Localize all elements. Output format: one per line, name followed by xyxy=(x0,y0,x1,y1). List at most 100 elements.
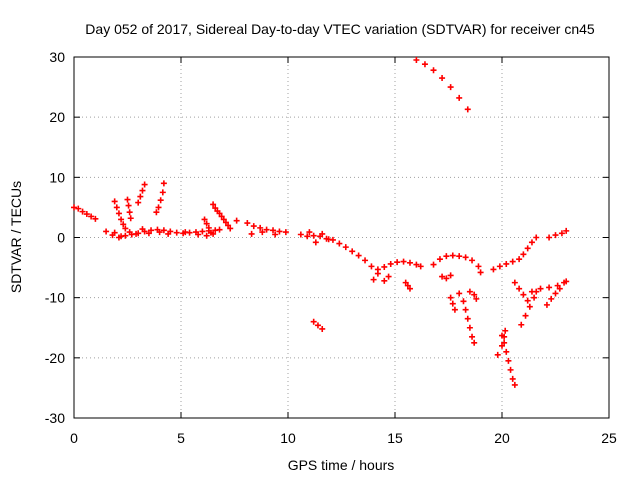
data-point xyxy=(139,187,146,194)
data-point xyxy=(394,259,401,266)
data-point xyxy=(447,84,454,91)
data-point xyxy=(83,211,90,218)
data-point xyxy=(451,306,458,313)
data-point xyxy=(362,257,369,264)
data-point xyxy=(225,222,232,229)
data-point xyxy=(159,189,166,196)
series-arc-19 xyxy=(413,57,471,113)
series-arc-14 xyxy=(306,229,332,246)
data-point xyxy=(222,219,229,226)
data-point xyxy=(430,261,437,268)
data-point xyxy=(554,282,561,289)
data-point xyxy=(503,348,510,355)
x-tick-labels: 0 5 10 15 20 25 xyxy=(70,430,617,446)
data-point xyxy=(205,224,212,231)
data-point xyxy=(125,202,132,209)
data-point xyxy=(509,375,516,382)
data-point xyxy=(325,236,332,243)
data-point xyxy=(304,233,311,240)
data-point xyxy=(368,263,375,270)
data-point xyxy=(496,263,503,270)
data-point xyxy=(413,57,420,64)
x-tick-label: 25 xyxy=(601,430,617,446)
data-point xyxy=(133,230,140,237)
data-point xyxy=(165,230,172,237)
data-point xyxy=(381,263,388,270)
data-point xyxy=(400,258,407,265)
x-tick-label: 20 xyxy=(494,430,510,446)
data-point xyxy=(244,220,251,227)
series-arc-04 xyxy=(111,198,129,232)
data-point xyxy=(456,253,463,260)
series-arc-09 xyxy=(201,216,214,236)
data-point xyxy=(543,301,550,308)
data-point xyxy=(156,229,163,236)
data-point xyxy=(342,244,349,251)
data-point xyxy=(402,279,409,286)
x-tick-label: 15 xyxy=(387,430,403,446)
y-tick-label: -20 xyxy=(45,350,65,366)
series-arc-01 xyxy=(71,204,99,222)
data-point xyxy=(520,251,527,258)
data-point xyxy=(499,342,505,349)
data-point xyxy=(195,231,202,238)
data-point xyxy=(118,233,125,240)
data-point xyxy=(469,333,476,340)
data-point xyxy=(355,252,362,259)
data-point xyxy=(263,226,270,233)
data-point xyxy=(336,240,343,247)
data-point xyxy=(449,252,456,259)
data-point xyxy=(505,357,512,364)
data-point xyxy=(502,327,509,334)
data-point xyxy=(439,75,446,82)
data-point xyxy=(507,366,514,373)
data-point xyxy=(282,229,289,236)
data-point xyxy=(522,312,529,319)
series-arc-17 xyxy=(370,270,392,284)
chart-title: Day 052 of 2017, Sidereal Day-to-day VTE… xyxy=(85,21,595,37)
series-arc-11 xyxy=(244,220,289,236)
data-point xyxy=(210,201,217,208)
data-point xyxy=(173,229,180,236)
data-point xyxy=(120,221,127,228)
data-point xyxy=(447,272,454,279)
data-point xyxy=(417,263,424,270)
data-point xyxy=(558,230,565,237)
data-point xyxy=(469,257,476,264)
series-arc-16 xyxy=(368,258,424,273)
x-tick-label: 5 xyxy=(177,430,185,446)
series-arc-13 xyxy=(297,231,369,264)
data-point xyxy=(499,332,505,339)
data-point xyxy=(537,285,544,292)
data-point xyxy=(145,230,152,237)
data-point xyxy=(475,263,482,270)
data-point xyxy=(462,254,469,261)
data-point xyxy=(456,94,463,101)
data-point xyxy=(297,231,304,238)
axis-ticks xyxy=(73,56,610,419)
series-arc-07 xyxy=(153,180,167,216)
data-point xyxy=(124,196,131,203)
data-point xyxy=(127,215,134,222)
data-point xyxy=(561,279,568,286)
data-point xyxy=(516,256,523,263)
data-point xyxy=(233,217,240,224)
data-point xyxy=(319,325,326,332)
data-point xyxy=(466,288,473,295)
series-arc-22 xyxy=(447,294,458,313)
data-point xyxy=(370,276,377,283)
data-point xyxy=(207,229,214,236)
y-tick-label: 20 xyxy=(49,109,65,125)
data-point xyxy=(464,315,471,322)
y-tick-label: 0 xyxy=(57,230,65,246)
data-point xyxy=(218,213,225,220)
data-point xyxy=(447,294,454,301)
data-point xyxy=(509,258,516,265)
data-point xyxy=(552,232,559,239)
data-point xyxy=(421,61,428,68)
data-point xyxy=(92,215,99,222)
data-point xyxy=(404,282,411,289)
data-point xyxy=(528,239,535,246)
data-point xyxy=(113,204,120,211)
data-point xyxy=(443,275,450,282)
